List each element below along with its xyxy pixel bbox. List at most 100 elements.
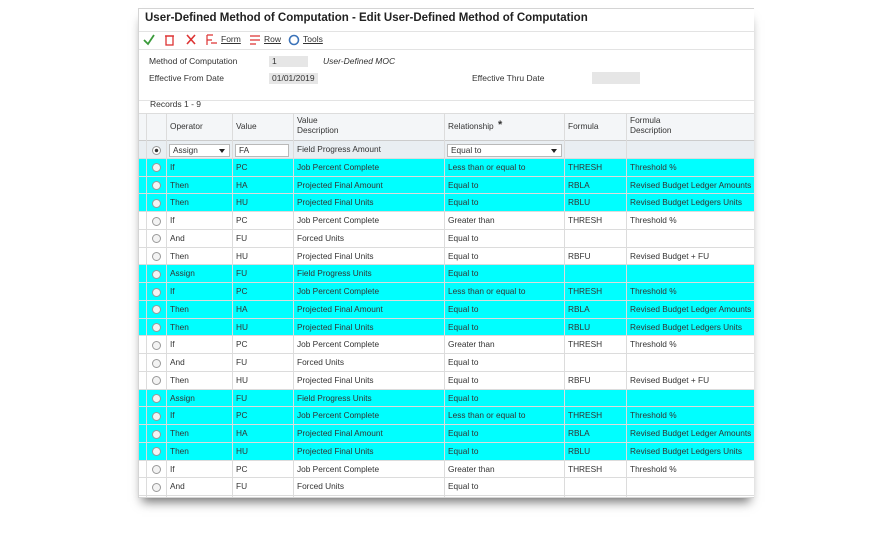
operator-cell: Then (170, 321, 189, 332)
grid-row (139, 176, 754, 195)
value-cell: FU (236, 357, 248, 367)
formula-cell: THRESH (568, 215, 603, 225)
operator-cell: And (170, 357, 185, 367)
row-radio[interactable] (152, 216, 161, 226)
relationship-input[interactable]: Equal to (447, 144, 562, 157)
thru-label: Effective Thru Date (472, 73, 545, 83)
value-description-cell: Job Percent Complete (297, 215, 380, 225)
relationship-cell: Equal to (448, 250, 479, 261)
relationship-cell: Equal to (448, 374, 479, 385)
grid-row (139, 158, 754, 177)
operator-cell: Then (170, 445, 189, 456)
column-divider (146, 113, 147, 497)
row-radio[interactable] (152, 447, 161, 457)
value-input[interactable]: FA (235, 144, 289, 157)
value-cell: PC (236, 339, 248, 350)
formula-cell: THRESH (568, 463, 603, 474)
window: User-Defined Method of Computation - Edi… (138, 8, 754, 498)
row-radio[interactable] (152, 287, 161, 297)
value-cell: FU (236, 481, 248, 492)
relationship-cell: Greater than (448, 215, 495, 225)
value-description-cell: Projected Final Units (297, 445, 374, 456)
row-radio[interactable] (152, 163, 161, 173)
value-cell: PC (236, 410, 248, 421)
relationship-cell: Less than or equal to (448, 286, 526, 296)
value-cell: HU (236, 250, 248, 261)
value-description-cell: Projected Final Units (297, 374, 374, 385)
formula-description-cell: Revised Budget Ledgers Units (630, 321, 743, 332)
operator-cell: And (170, 481, 185, 492)
formula-description-cell: Threshold % (630, 161, 677, 172)
row-radio[interactable] (152, 376, 161, 386)
relationship-cell: Equal to (448, 392, 479, 403)
cancel-icon[interactable] (186, 34, 196, 45)
row-radio[interactable] (152, 269, 161, 279)
dropdown-arrow[interactable] (219, 149, 225, 153)
relationship-cell: Equal to (448, 428, 479, 438)
toolbar-icons (143, 34, 300, 46)
operator-cell: Assign (170, 392, 195, 403)
divider (139, 31, 754, 32)
operator-cell: Then (170, 428, 189, 438)
formula-description-cell: Revised Budget + FU (630, 374, 710, 385)
operator-cell: If (170, 286, 175, 296)
row-menu[interactable]: Row (264, 34, 282, 44)
row-radio[interactable] (152, 465, 161, 474)
formula-cell: THRESH (568, 286, 603, 296)
operator-cell: Then (170, 179, 189, 190)
grid-row (139, 336, 754, 354)
value-description-cell: Projected Final Units (297, 197, 374, 208)
column-header[interactable]: Relationship (448, 121, 494, 131)
column-header[interactable]: Value (236, 121, 257, 131)
value-description-cell: Projected Final Amount (297, 179, 383, 190)
operator-cell: Then (170, 374, 189, 385)
delete-icon[interactable] (165, 35, 174, 46)
row-radio[interactable] (152, 394, 161, 403)
required-mark: * (498, 119, 503, 131)
grid-row (139, 407, 754, 425)
relationship-cell: Equal to (448, 321, 479, 332)
formula-cell: RBLA (568, 179, 590, 190)
column-divider (232, 113, 233, 497)
from-label: Effective From Date (149, 73, 224, 83)
column-header[interactable]: Operator (170, 121, 203, 131)
row-radio[interactable] (152, 358, 161, 368)
value-description-cell: Job Percent Complete (297, 463, 380, 474)
relationship-cell: Less than or equal to (448, 410, 526, 421)
value-description-cell: Job Percent Complete (297, 161, 380, 172)
column-divider (626, 113, 627, 497)
tools-menu[interactable]: Tools (303, 34, 323, 44)
relationship-cell: Less than or equal to (448, 161, 526, 172)
formula-description-cell: Threshold % (630, 463, 677, 474)
column-header[interactable]: Formula (568, 121, 599, 131)
row-radio[interactable] (152, 482, 161, 492)
row-radio[interactable] (152, 198, 161, 208)
row-radio[interactable] (152, 145, 161, 155)
operator-input[interactable]: Assign (169, 144, 230, 157)
value-description-cell: Projected Final Amount (297, 428, 383, 438)
row-radio[interactable] (152, 429, 161, 439)
grid-row (139, 300, 754, 319)
relationship-cell: Equal to (448, 268, 479, 279)
dropdown-arrow[interactable] (551, 149, 557, 153)
ok-icon[interactable] (143, 34, 155, 46)
column-header[interactable]: Formula Description (630, 115, 672, 135)
row-radio[interactable] (152, 252, 161, 261)
value-cell: HU (236, 197, 248, 208)
grid-row (139, 265, 754, 283)
row-radio[interactable] (152, 181, 161, 190)
row-radio[interactable] (152, 323, 161, 332)
formula-cell: RBFU (568, 250, 591, 261)
column-header[interactable]: Value Description (297, 115, 339, 135)
row-radio[interactable] (152, 234, 161, 244)
value-cell: FU (236, 392, 248, 403)
operator-cell: And (170, 232, 185, 243)
grid-row (139, 425, 754, 443)
row-radio[interactable] (152, 305, 161, 315)
grid-row (139, 283, 754, 301)
form-menu[interactable]: Form (221, 34, 241, 44)
method-description: User-Defined MOC (323, 56, 396, 66)
row-radio[interactable] (152, 411, 161, 421)
value-description-cell: Forced Units (297, 357, 345, 367)
row-radio[interactable] (152, 340, 161, 350)
